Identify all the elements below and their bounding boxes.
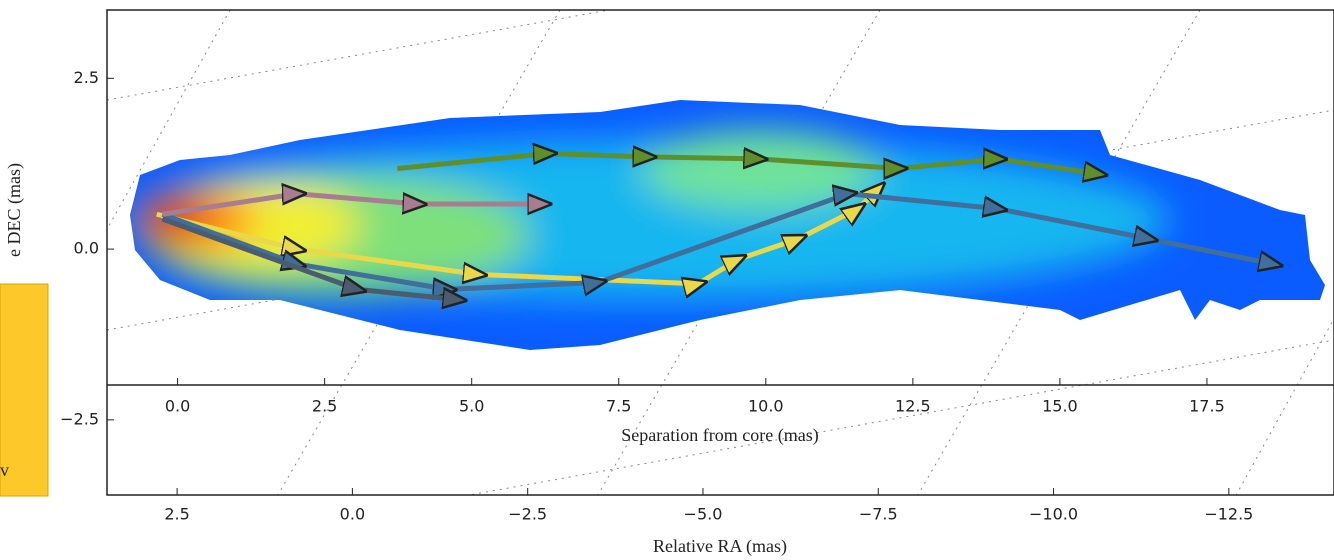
tracks — [156, 153, 1274, 300]
plot-frame — [106, 9, 1334, 496]
separation-tick-label: 0.0 — [165, 397, 190, 416]
x-tick-label: 0.0 — [340, 505, 365, 524]
y-tick-label: −2.5 — [60, 409, 99, 428]
separation-tick-label: 15.0 — [1042, 397, 1078, 416]
x-tick-label: −2.5 — [508, 505, 547, 524]
separation-label: Separation from core (mas) — [621, 425, 818, 446]
y-tick-label: 0.0 — [74, 239, 99, 258]
separation-tick-label: 7.5 — [606, 397, 631, 416]
overlay-panel — [0, 283, 49, 497]
separation-tick-label: 17.5 — [1189, 397, 1225, 416]
x-tick-label: −10.0 — [1029, 505, 1078, 524]
separation-tick-label: 12.5 — [895, 397, 931, 416]
overlay-note: v — [0, 460, 9, 480]
x-axis-label: Relative RA (mas) — [653, 536, 787, 557]
separation-tick-label: 5.0 — [459, 397, 484, 416]
x-tick-label: 2.5 — [164, 505, 189, 524]
separation-tick-label: 10.0 — [748, 397, 784, 416]
x-tick-label: −7.5 — [859, 505, 898, 524]
track — [397, 153, 1098, 173]
track — [162, 194, 542, 217]
track — [161, 194, 1273, 290]
x-tick-label: −12.5 — [1204, 505, 1253, 524]
separation-tick-label: 2.5 — [312, 397, 337, 416]
track — [161, 216, 457, 300]
y-axis-label: e DEC (mas) — [4, 163, 25, 257]
y-tick-label: 2.5 — [74, 68, 99, 87]
x-tick-label: −5.0 — [684, 505, 723, 524]
